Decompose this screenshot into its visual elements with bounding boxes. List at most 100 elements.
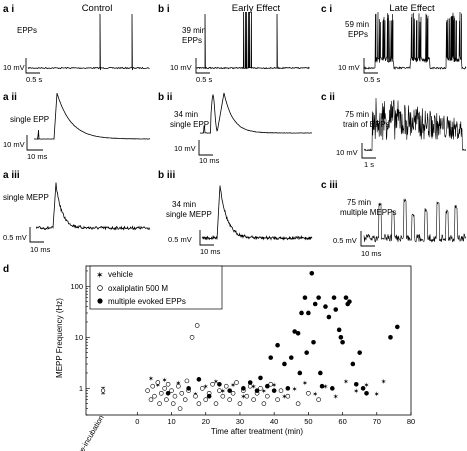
oxaliplatin-point <box>251 397 256 402</box>
multiple-epps-point <box>388 335 393 340</box>
trace-a-i <box>27 13 150 71</box>
multiple-epps-point <box>333 307 339 312</box>
scale-t-c-i: 0.5 s <box>364 75 381 84</box>
vehicle-point: ✶ <box>240 393 246 401</box>
oxaliplatin-point <box>170 401 176 406</box>
chart-legend: ✶ vehicle oxaliplatin 500 M multiple evo… <box>89 265 223 310</box>
oxaliplatin-point <box>169 388 174 393</box>
oxaliplatin-point <box>194 323 200 328</box>
panel-label1-c-ii: 75 min <box>345 110 369 119</box>
multiple-epps-point <box>318 370 323 376</box>
oxaliplatin-point <box>213 401 219 406</box>
vehicle-point: ✶ <box>322 383 328 391</box>
oxaliplatin-point <box>217 388 222 393</box>
multiple-epps-point <box>217 381 222 387</box>
legend-label-multiple-epps: multiple evoked EPPs <box>108 297 186 306</box>
scale-v-a-iii: 0.5 mV <box>3 233 27 242</box>
oxaliplatin-point <box>278 388 284 393</box>
trace-c-ii <box>364 97 467 152</box>
plot-frame <box>85 265 412 416</box>
chart-axes: 0 10 20 30 40 50 60 70 80 1 10 100 <box>70 265 415 426</box>
y-tick-label: 10 <box>75 333 83 342</box>
multiple-epps-point <box>360 386 366 391</box>
trace-c-iii <box>363 198 467 243</box>
panel-label2-b-iii: single MEPP <box>166 210 212 219</box>
y-tick-label: 100 <box>70 282 83 291</box>
scale-t-a-ii: 10 ms <box>27 152 48 161</box>
scale-t-a-iii: 10 ms <box>30 245 51 254</box>
panel-label2-b-i: EPPs <box>182 36 202 45</box>
trace-a-ii <box>33 92 150 140</box>
panel-label2-b-ii: single EPP <box>170 120 209 129</box>
trace-b-ii <box>199 92 313 134</box>
oxaliplatin-point <box>227 397 232 402</box>
oxaliplatin-point <box>200 386 205 391</box>
multiple-epps-point <box>395 324 400 330</box>
oxaliplatin-point <box>193 393 198 399</box>
multiple-epps-point <box>364 390 369 396</box>
legend-open-circle-icon <box>97 285 103 291</box>
pre-incubation-label: pre-incubation <box>74 414 106 451</box>
x-tick-label: 50 <box>304 417 312 426</box>
multiple-epps-point <box>271 388 277 393</box>
oxaliplatin-point <box>150 383 156 389</box>
vehicle-point: ✶ <box>155 381 161 389</box>
multiple-epps-point <box>340 339 345 345</box>
oxaliplatin-point <box>261 401 267 406</box>
oxaliplatin-point <box>285 393 291 399</box>
legend-filled-circle-icon <box>97 298 103 304</box>
multiple-epps-point <box>299 310 304 316</box>
pre-incubation-point <box>101 388 106 393</box>
panel-label-a-iii: single MEPP <box>3 193 49 202</box>
scale-bar-a-iii <box>29 227 44 243</box>
oxaliplatin-point <box>165 381 171 387</box>
vehicle-point: ✶ <box>353 388 359 396</box>
oxaliplatin-point <box>148 397 154 402</box>
oxaliplatin-point <box>223 383 229 389</box>
oxaliplatin-point <box>316 397 321 402</box>
vehicle-point: ✶ <box>261 388 267 396</box>
multiple-epps-point <box>353 381 359 387</box>
legend-label-vehicle: vehicle <box>108 270 133 279</box>
multiple-epps-point <box>350 361 356 367</box>
oxaliplatin-point <box>247 383 253 389</box>
panel-label1-b-ii: 34 min <box>174 110 198 119</box>
x-tick-label: 40 <box>270 417 278 426</box>
vehicle-point: ✶ <box>333 393 339 401</box>
scale-bar-a-i <box>25 58 40 74</box>
scale-v-c-i: 10 mV <box>338 63 360 72</box>
oxaliplatin-point <box>152 393 157 399</box>
oxaliplatin-point <box>177 406 183 411</box>
multiple-epps-point <box>292 329 297 334</box>
legend-star-icon: ✶ <box>96 271 104 281</box>
multiple-epps-point <box>347 299 352 304</box>
scale-bar-b-i <box>195 58 210 74</box>
oxaliplatin-point <box>157 401 162 406</box>
vehicle-point: ✶ <box>251 383 257 391</box>
panel-tag-a-iii: a iii <box>3 170 20 181</box>
oxaliplatin-point <box>268 381 274 387</box>
oxaliplatin-point <box>182 397 188 402</box>
scale-t-b-i: 0.5 s <box>196 75 213 84</box>
oxaliplatin-point <box>237 401 243 406</box>
oxaliplatin-point <box>145 388 150 393</box>
trace-b-iii <box>201 185 313 241</box>
multiple-epps-point <box>165 390 171 396</box>
scale-bar-c-ii <box>361 143 376 159</box>
scale-t-b-iii: 10 ms <box>200 247 221 256</box>
vehicle-point: ✶ <box>175 380 181 388</box>
oxaliplatin-point <box>196 401 202 406</box>
x-tick-label: 70 <box>373 417 381 426</box>
oxaliplatin-point <box>234 380 239 385</box>
scale-v-c-iii: 0.5 mV <box>333 236 357 245</box>
scale-v-b-i: 10 mV <box>170 63 192 72</box>
panel-label2-c-ii: train of EPPs <box>343 120 390 129</box>
panel-tag-a-i: a i <box>3 4 14 15</box>
vehicle-point: ✶ <box>230 381 236 389</box>
oxaliplatin-point <box>306 390 311 396</box>
oxaliplatin-point <box>210 381 215 387</box>
column-title-control: Control <box>82 3 113 14</box>
panel-label-a-i: EPPs <box>17 26 37 35</box>
multiple-epps-point <box>288 355 294 360</box>
oxaliplatin-point <box>244 393 250 399</box>
